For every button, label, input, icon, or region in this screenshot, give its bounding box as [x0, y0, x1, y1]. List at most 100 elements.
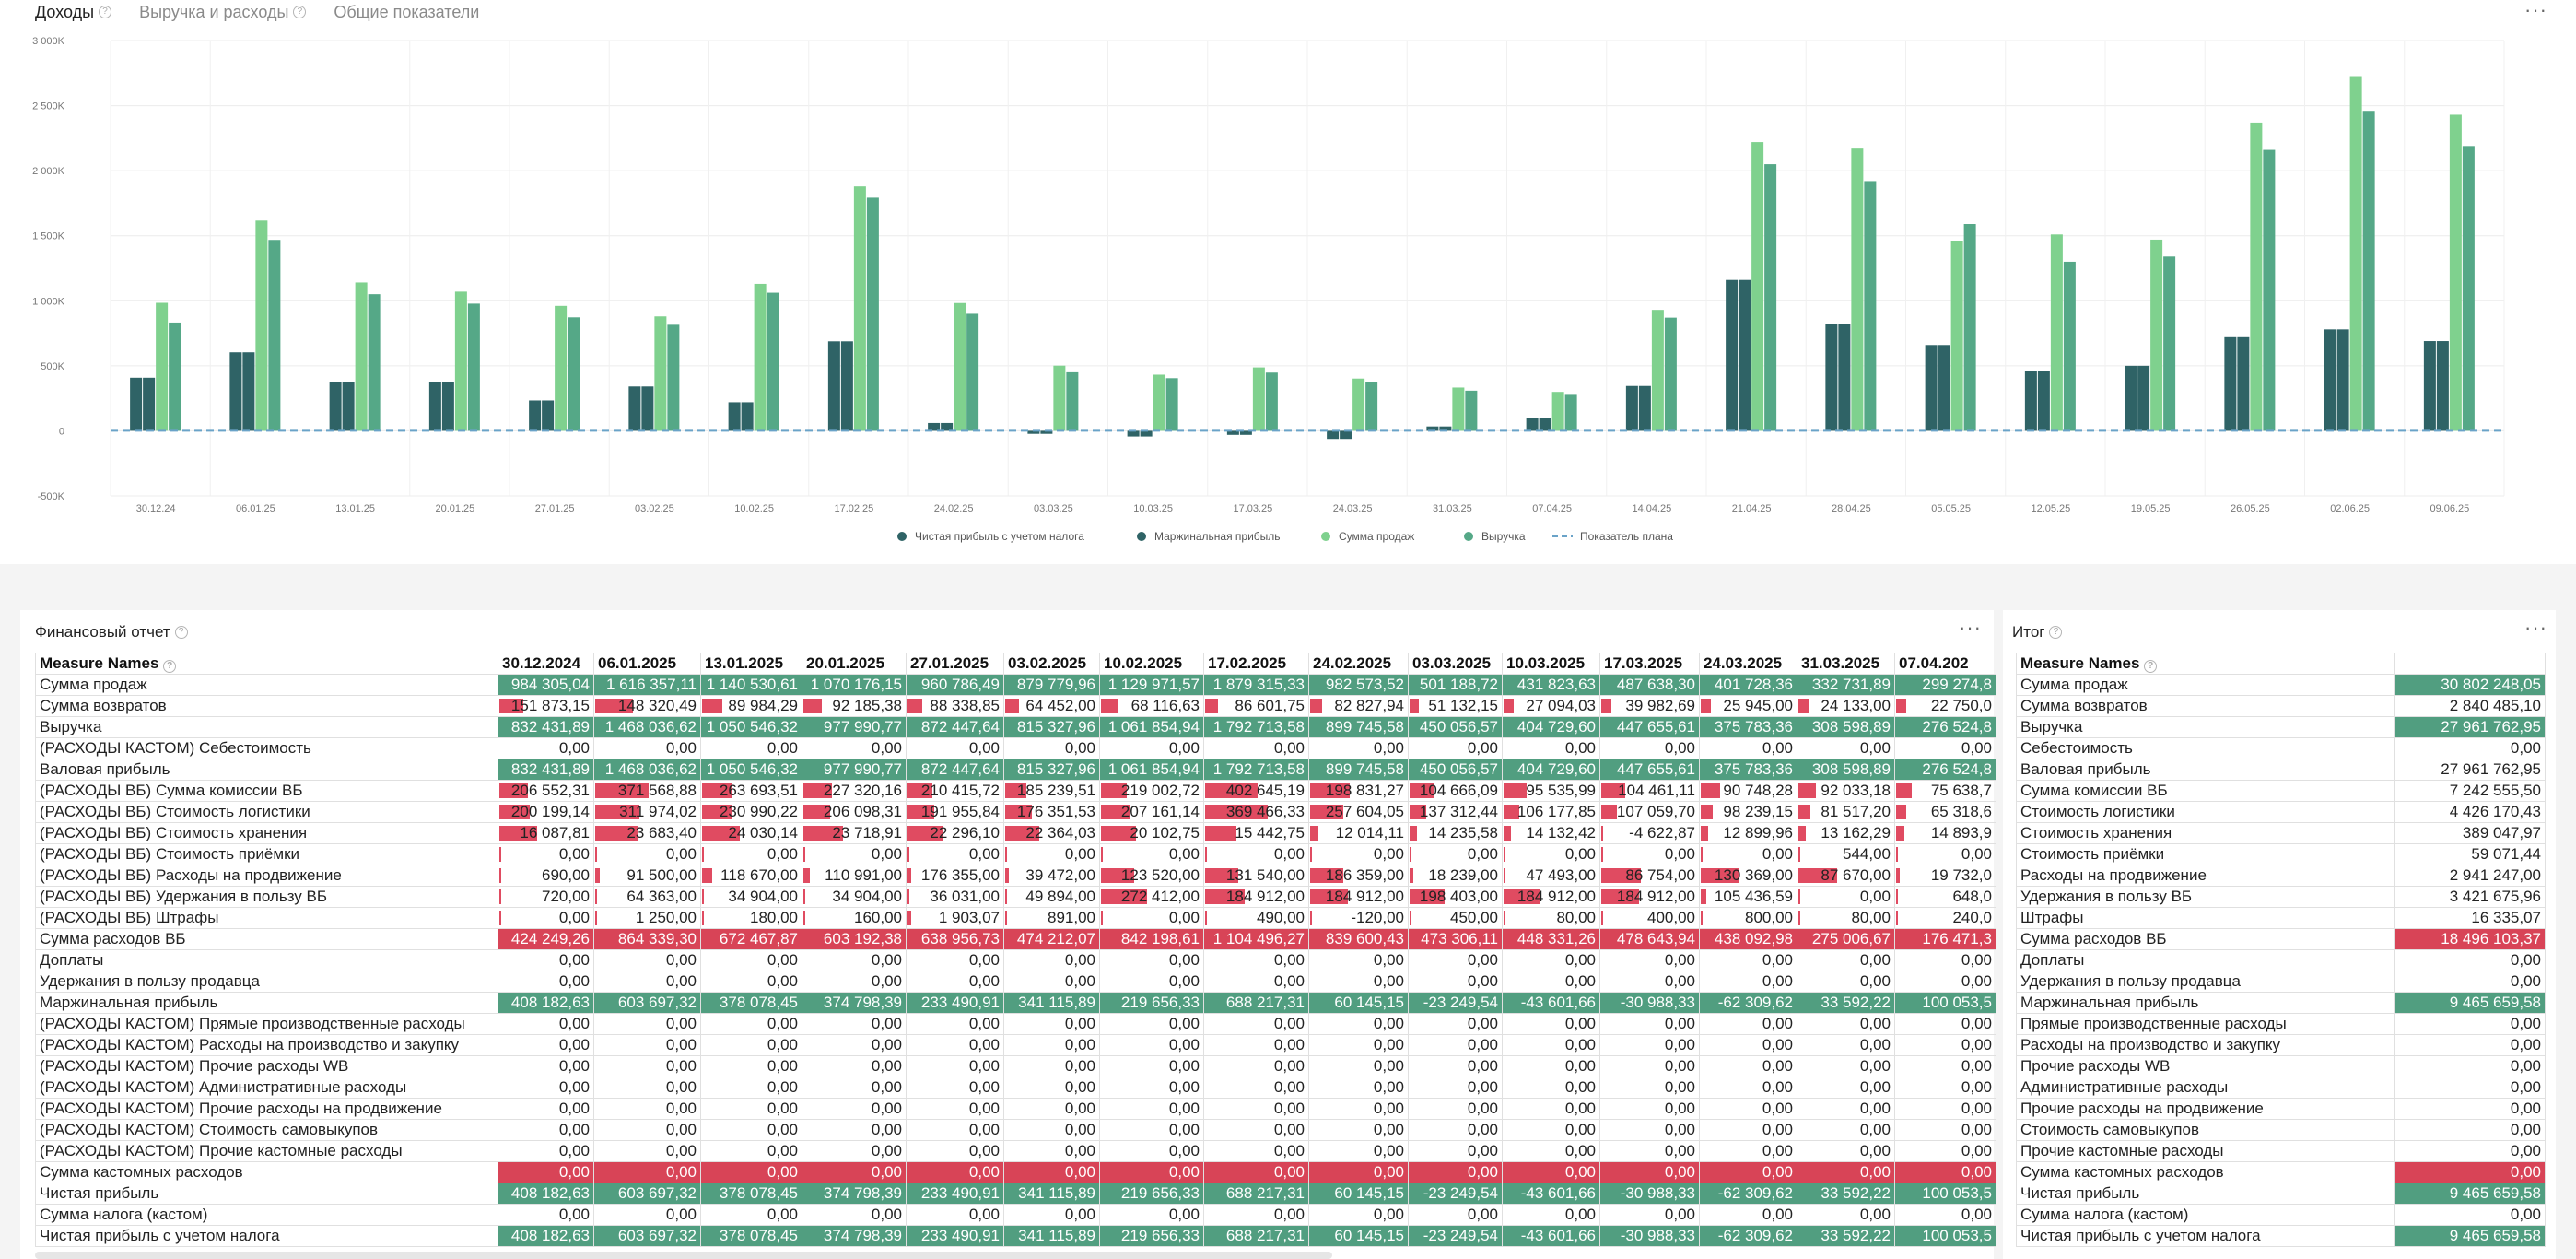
table-cell[interactable]: -30 988,33 — [1599, 1183, 1700, 1205]
bar-margin-profit[interactable] — [641, 386, 654, 431]
table-cell[interactable]: 130 369,00 — [1699, 865, 1797, 887]
bar-revenue[interactable] — [568, 317, 580, 431]
bar-net-profit-tax[interactable] — [1925, 345, 1938, 431]
table-cell[interactable]: 0,00 — [1599, 737, 1700, 759]
table-cell[interactable]: 0,00 — [700, 1119, 802, 1141]
table-cell[interactable]: 872 447,64 — [906, 759, 1004, 781]
table-cell[interactable]: 210 415,72 — [906, 780, 1004, 802]
table-cell[interactable]: 275 006,67 — [1797, 928, 1895, 950]
table-cell[interactable]: 0,00 — [593, 1098, 701, 1120]
table-cell[interactable]: 0,00 — [700, 1161, 802, 1183]
table-cell[interactable]: 0,00 — [498, 971, 594, 993]
bar-margin-profit[interactable] — [2237, 336, 2250, 431]
table-cell[interactable]: 0,00 — [802, 1204, 907, 1226]
bar-sales-sum[interactable] — [754, 283, 767, 431]
table-cell[interactable]: 0,00 — [1099, 1140, 1204, 1162]
table-cell[interactable]: 219 656,33 — [1099, 1225, 1204, 1247]
table-cell[interactable]: 206 098,31 — [802, 801, 907, 823]
table-cell[interactable]: 0,00 — [1894, 1098, 1996, 1120]
table-cell[interactable]: 0,00 — [1894, 843, 1996, 865]
table-cell[interactable]: 1 468 036,62 — [593, 759, 701, 781]
table-cell[interactable]: 0,00 — [906, 1098, 1004, 1120]
table-cell[interactable]: 0,00 — [700, 1077, 802, 1099]
table-cell[interactable]: 0,00 — [1894, 1055, 1996, 1077]
table-cell[interactable]: 0,00 — [1599, 1055, 1700, 1077]
table-cell[interactable]: 0,00 — [700, 1098, 802, 1120]
table-cell[interactable]: 60 145,15 — [1308, 1183, 1409, 1205]
table-cell[interactable]: 0,00 — [498, 1161, 594, 1183]
bar-revenue[interactable] — [1165, 378, 1178, 431]
table-cell[interactable]: 24 030,14 — [700, 822, 802, 844]
table-cell[interactable]: -23 249,54 — [1408, 992, 1503, 1014]
bar-revenue[interactable] — [767, 292, 779, 431]
date-header[interactable]: 30.12.2024 — [498, 653, 594, 675]
table-cell[interactable]: 0,00 — [2394, 1055, 2546, 1077]
table-cell[interactable]: 0,00 — [1408, 1119, 1503, 1141]
bar-margin-profit[interactable] — [2436, 341, 2449, 431]
table-cell[interactable]: 0,00 — [1408, 1077, 1503, 1099]
table-cell[interactable]: 110 991,00 — [802, 865, 907, 887]
table-cell[interactable]: 0,00 — [906, 1013, 1004, 1035]
bar-revenue[interactable] — [1963, 224, 1976, 431]
table-cell[interactable]: 23 683,40 — [593, 822, 701, 844]
table-cell[interactable]: 0,00 — [1502, 1077, 1600, 1099]
table-cell[interactable]: 0,00 — [1599, 1204, 1700, 1226]
bar-net-profit-tax[interactable] — [1726, 279, 1739, 431]
table-cell[interactable]: 0,00 — [906, 949, 1004, 971]
table-cell[interactable]: 0,00 — [1099, 949, 1204, 971]
help-icon[interactable]: ? — [99, 6, 112, 18]
table-cell[interactable]: 0,00 — [593, 1140, 701, 1162]
table-cell[interactable]: 0,00 — [1894, 1013, 1996, 1035]
bar-sales-sum[interactable] — [1751, 142, 1764, 431]
table-cell[interactable]: 0,00 — [1599, 1140, 1700, 1162]
table-cell[interactable]: 0,00 — [2394, 1034, 2546, 1056]
table-cell[interactable]: 0,00 — [1308, 949, 1409, 971]
table-cell[interactable]: 176 355,00 — [906, 865, 1004, 887]
table-cell[interactable]: 59 071,44 — [2394, 843, 2546, 865]
table-cell[interactable]: 0,00 — [1408, 737, 1503, 759]
table-cell[interactable]: 0,00 — [802, 1077, 907, 1099]
bar-revenue[interactable] — [1365, 382, 1378, 431]
table-cell[interactable]: 185 239,51 — [1003, 780, 1100, 802]
table-cell[interactable]: 308 598,89 — [1797, 759, 1895, 781]
table-cell[interactable]: 0,00 — [1408, 1013, 1503, 1035]
table-cell[interactable]: 832 431,89 — [498, 759, 594, 781]
table-cell[interactable]: 473 306,11 — [1408, 928, 1503, 950]
table-cell[interactable]: 16 087,81 — [498, 822, 594, 844]
table-cell[interactable]: 81 517,20 — [1797, 801, 1895, 823]
table-cell[interactable]: 0,00 — [1599, 1034, 1700, 1056]
table-cell[interactable]: 0,00 — [1408, 1034, 1503, 1056]
bar-net-profit-tax[interactable] — [2423, 341, 2436, 431]
bar-net-profit-tax[interactable] — [1825, 324, 1838, 431]
table-cell[interactable]: 0,00 — [1797, 1034, 1895, 1056]
table-cell[interactable]: 0,00 — [1894, 1204, 1996, 1226]
table-cell[interactable]: 603 697,32 — [593, 992, 701, 1014]
bar-net-profit-tax[interactable] — [1327, 430, 1340, 440]
table-cell[interactable]: 648,0 — [1894, 886, 1996, 908]
horizontal-scrollbar[interactable] — [35, 1252, 1332, 1259]
bar-margin-profit[interactable] — [1838, 324, 1851, 431]
table-cell[interactable]: 0,00 — [1502, 1119, 1600, 1141]
table-cell[interactable]: 198 831,27 — [1308, 780, 1409, 802]
bar-revenue[interactable] — [2362, 111, 2375, 431]
table-cell[interactable]: 0,00 — [2394, 949, 2546, 971]
help-icon[interactable]: ? — [174, 626, 188, 639]
table-cell[interactable]: 1 061 854,94 — [1099, 759, 1204, 781]
table-cell[interactable]: 0,00 — [1699, 737, 1797, 759]
table-cell[interactable]: 0,00 — [700, 1204, 802, 1226]
bar-net-profit-tax[interactable] — [229, 352, 242, 431]
table-cell[interactable]: 233 490,91 — [906, 1225, 1004, 1247]
table-cell[interactable]: 0,00 — [1502, 1140, 1600, 1162]
table-cell[interactable]: 0,00 — [1408, 1161, 1503, 1183]
bar-sales-sum[interactable] — [1551, 392, 1564, 431]
bar-sales-sum[interactable] — [156, 302, 169, 431]
table-cell[interactable]: 1 050 546,32 — [700, 716, 802, 738]
table-cell[interactable]: 0,00 — [1502, 949, 1600, 971]
table-cell[interactable]: 864 339,30 — [593, 928, 701, 950]
table-cell[interactable]: 977 990,77 — [802, 759, 907, 781]
table-cell[interactable]: 22 296,10 — [906, 822, 1004, 844]
table-cell[interactable]: 1 879 315,33 — [1203, 674, 1309, 696]
bar-revenue[interactable] — [1066, 371, 1079, 431]
table-cell[interactable]: 0,00 — [1699, 1161, 1797, 1183]
table-cell[interactable]: 0,00 — [1203, 1055, 1309, 1077]
